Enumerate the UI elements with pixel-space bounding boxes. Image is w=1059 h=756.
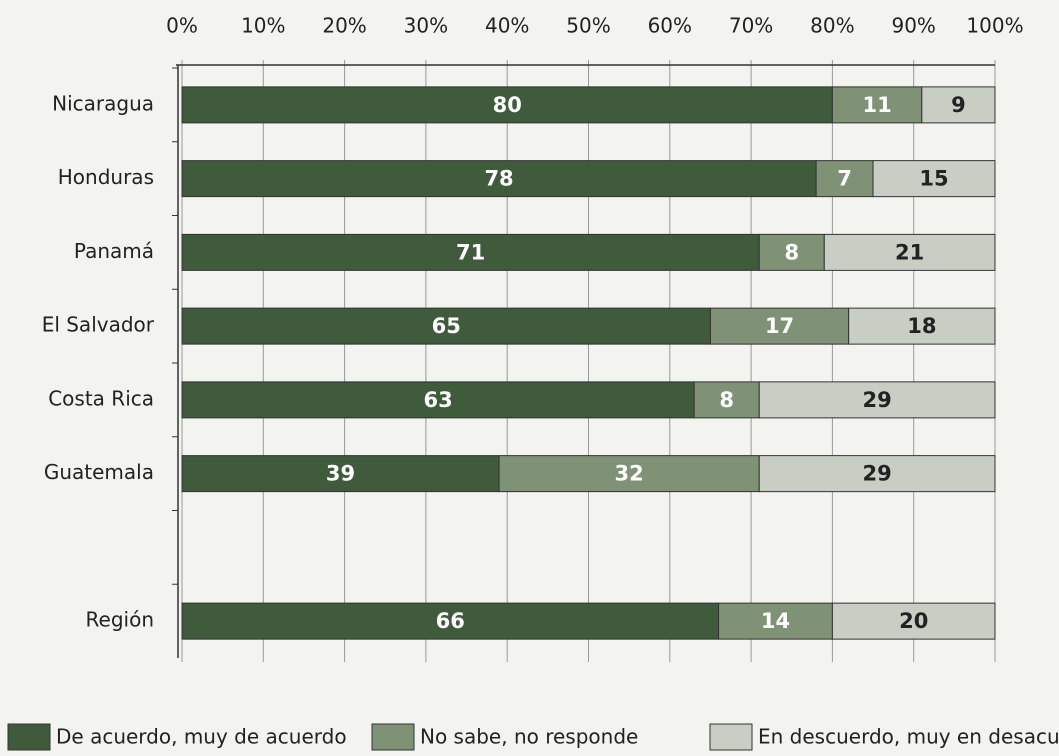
x-tick-label: 20%	[322, 14, 366, 38]
value-label: 8	[719, 388, 734, 412]
bar-segment	[181, 381, 695, 419]
value-label: 39	[326, 462, 355, 486]
legend-label: En descuerdo, muy en desacuerdo	[758, 725, 1059, 749]
y-tick-label: Costa Rica	[48, 386, 154, 410]
bar-segment	[181, 160, 817, 198]
value-label: 29	[862, 388, 891, 412]
bar-segment	[848, 307, 996, 345]
x-tick-label: 50%	[566, 14, 610, 38]
value-label: 20	[899, 609, 928, 633]
bar-segment	[181, 233, 760, 271]
x-tick-label: 80%	[810, 14, 854, 38]
x-tick-label: 40%	[485, 14, 529, 38]
bar-segment	[921, 86, 996, 124]
x-tick-label: 30%	[404, 14, 448, 38]
value-label: 65	[432, 314, 461, 338]
value-label: 78	[484, 167, 513, 191]
legend-label: No sabe, no responde	[420, 725, 638, 749]
bar-segment	[823, 233, 996, 271]
value-label: 66	[436, 609, 465, 633]
value-label: 63	[423, 388, 452, 412]
y-tick-label: Región	[86, 608, 154, 632]
x-tick-label: 0%	[166, 14, 198, 38]
x-tick-label: 10%	[241, 14, 285, 38]
x-tick-label: 90%	[891, 14, 935, 38]
bar-segment	[181, 307, 711, 345]
x-tick-label: 100%	[966, 14, 1023, 38]
value-label: 14	[761, 609, 790, 633]
y-tick-label: El Salvador	[42, 313, 155, 337]
y-tick-label: Guatemala	[44, 460, 154, 484]
bar-segment	[815, 160, 874, 198]
bar-segment	[709, 307, 850, 345]
bar-segment	[758, 455, 996, 493]
bar-segment	[718, 602, 833, 640]
bar-segment	[872, 160, 996, 198]
legend-swatch	[709, 723, 753, 751]
y-tick-label: Nicaragua	[52, 91, 154, 115]
value-label: 32	[615, 462, 644, 486]
bar-segment	[181, 602, 720, 640]
y-tick-label: Panamá	[74, 239, 154, 263]
legend-swatch	[7, 723, 51, 751]
value-label: 80	[493, 93, 522, 117]
value-label: 18	[907, 314, 936, 338]
legend-swatch	[371, 723, 415, 751]
legend-label: De acuerdo, muy de acuerdo	[56, 725, 347, 749]
value-label: 9	[951, 93, 966, 117]
value-label: 21	[895, 240, 924, 264]
x-tick-label: 70%	[729, 14, 773, 38]
value-label: 17	[765, 314, 794, 338]
value-label: 15	[919, 167, 948, 191]
y-tick-label: Honduras	[58, 165, 154, 189]
x-tick-label: 60%	[648, 14, 692, 38]
value-label: 71	[456, 240, 485, 264]
value-label: 8	[784, 240, 799, 264]
bar-segment	[758, 233, 825, 271]
bar-segment	[758, 381, 996, 419]
value-label: 7	[837, 167, 852, 191]
value-label: 11	[862, 93, 891, 117]
bar-segment	[693, 381, 760, 419]
value-label: 29	[862, 462, 891, 486]
bar-segment	[831, 602, 996, 640]
